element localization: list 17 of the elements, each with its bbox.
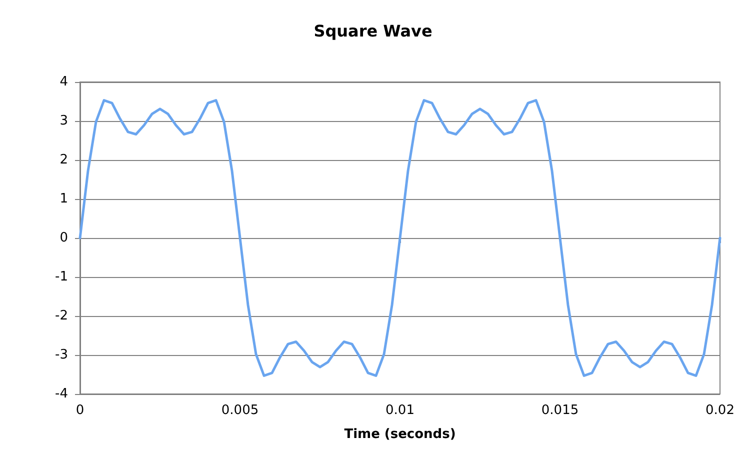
y-tick-label: 4: [60, 74, 68, 90]
x-tick-label: 0.005: [221, 403, 259, 418]
x-tick-label: 0.02: [706, 403, 734, 418]
x-tick-label: 0: [76, 403, 84, 418]
y-tick-label: 2: [60, 152, 68, 168]
x-axis-title: Time (seconds): [344, 427, 456, 442]
x-tick-label: 0.01: [386, 403, 414, 418]
chart-title: Square Wave: [314, 22, 432, 40]
x-tick-label: 0.015: [541, 403, 579, 418]
y-tick-label: -1: [55, 270, 68, 284]
y-tick-label: 0: [60, 230, 68, 246]
y-tick-label: -4: [55, 386, 68, 402]
y-tick-label: 1: [60, 192, 68, 206]
y-tick-label: -2: [55, 308, 68, 324]
y-tick-label: -3: [55, 348, 68, 362]
line-series: [78, 99, 722, 377]
y-tick-label: 3: [60, 114, 68, 128]
